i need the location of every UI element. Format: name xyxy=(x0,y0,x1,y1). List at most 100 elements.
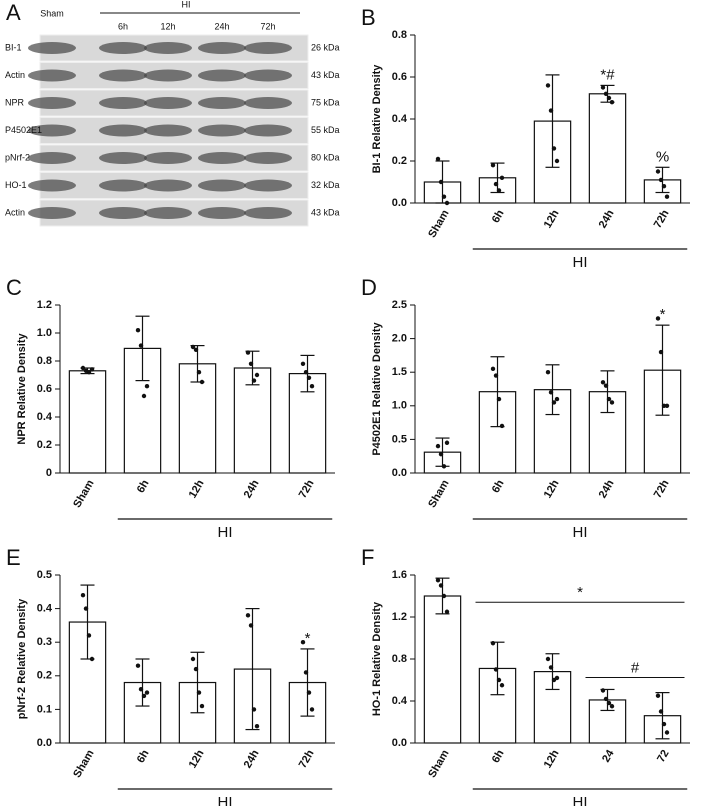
y-tick-label: 1.6 xyxy=(392,569,407,581)
x-tick-label: Sham xyxy=(71,748,96,780)
y-tick-label: 0.4 xyxy=(37,603,53,615)
data-point xyxy=(609,704,615,709)
blot-band xyxy=(244,179,292,192)
data-point xyxy=(193,347,199,352)
blot-band xyxy=(99,42,147,54)
data-point xyxy=(496,396,502,402)
data-point xyxy=(306,375,312,380)
data-point xyxy=(554,675,560,681)
data-point xyxy=(141,393,147,399)
y-tick-label: 1.2 xyxy=(37,299,52,311)
data-point xyxy=(138,687,144,692)
data-point xyxy=(438,451,444,457)
blot-band xyxy=(28,42,76,54)
blot-band xyxy=(244,124,292,137)
data-point xyxy=(606,700,612,706)
x-tick-label: Sham xyxy=(426,478,451,510)
blot-band xyxy=(99,124,147,137)
bar xyxy=(68,370,107,474)
protein-label: pNrf-2 xyxy=(5,152,30,162)
data-point xyxy=(444,200,450,206)
size-label: 32 kDa xyxy=(311,180,340,190)
y-tick-label: 0.5 xyxy=(37,569,52,581)
blot-band xyxy=(244,97,292,109)
data-point xyxy=(664,194,670,199)
data-point xyxy=(83,606,89,611)
annotation: * xyxy=(660,306,666,323)
data-point xyxy=(190,656,196,662)
x-tick-label: 6h xyxy=(490,748,507,765)
chart: B BI-1 Relative Density 0.0 0.2 0.4 0.6 0.8 Sha… xyxy=(361,5,690,271)
data-point xyxy=(609,400,615,405)
data-point xyxy=(300,640,306,645)
data-point xyxy=(490,163,496,168)
x-tick-label: 24h xyxy=(242,748,262,771)
data-point xyxy=(438,179,444,185)
x-tick-label: 6h xyxy=(135,478,152,495)
protein-label: Actin xyxy=(5,207,25,217)
data-point xyxy=(490,366,496,372)
lane-label: 72h xyxy=(260,21,275,31)
data-point xyxy=(441,194,447,199)
data-point xyxy=(600,380,606,385)
chart: D P4502E1 Relative Density 0.0 0.5 1.0 1.5 2.0… xyxy=(361,275,690,541)
y-tick-label: 0.3 xyxy=(37,636,52,648)
data-point xyxy=(545,656,551,662)
y-tick-label: 2.0 xyxy=(392,333,407,345)
data-point xyxy=(499,423,505,429)
y-tick-label: 0.8 xyxy=(37,355,52,367)
x-tick-label: 72h xyxy=(652,478,672,501)
blot-band xyxy=(144,124,192,137)
panel-letter: C xyxy=(6,275,22,300)
chart: F HO-1 Relative Density 0.0 0.4 0.8 1.2 1.6 Sha… xyxy=(361,545,690,806)
bar xyxy=(423,595,462,744)
panel-letter: D xyxy=(361,275,377,300)
data-point xyxy=(603,383,609,388)
blot-band xyxy=(28,124,76,137)
x-tick-label: 24h xyxy=(597,208,617,231)
annotation: % xyxy=(656,148,669,165)
protein-label: NPR xyxy=(5,97,25,107)
data-point xyxy=(444,440,450,445)
x-tick-label: 24h xyxy=(242,478,262,501)
data-point xyxy=(135,328,141,333)
data-point xyxy=(196,690,202,695)
y-tick-label: 0.0 xyxy=(392,467,407,479)
data-point xyxy=(658,349,664,355)
data-point xyxy=(548,108,554,113)
data-point xyxy=(435,578,441,583)
x-tick-label: Sham xyxy=(71,478,96,510)
blot-band xyxy=(198,179,246,192)
lane-label: 24h xyxy=(214,21,229,31)
y-tick-label: 0.0 xyxy=(37,737,52,749)
data-point xyxy=(493,181,499,187)
y-tick-label: 0.4 xyxy=(37,411,53,423)
data-point xyxy=(254,372,260,378)
panel-letter: F xyxy=(361,545,374,570)
y-axis-label: NPR Relative Density xyxy=(16,332,28,444)
panel-letter: A xyxy=(6,0,21,25)
data-point xyxy=(496,677,502,683)
x-tick-label: 12h xyxy=(542,478,562,501)
data-point xyxy=(606,95,612,101)
x-tick-label: 6h xyxy=(135,748,152,765)
blot-band xyxy=(244,42,292,54)
data-point xyxy=(80,365,86,371)
data-point xyxy=(499,175,505,180)
size-label: 55 kDa xyxy=(311,125,340,135)
y-tick-label: 1.5 xyxy=(392,366,407,378)
data-point xyxy=(548,390,554,395)
data-point xyxy=(306,690,312,695)
data-point xyxy=(545,370,551,375)
data-point xyxy=(245,613,251,618)
data-point xyxy=(89,656,95,662)
bracket-label: # xyxy=(631,659,640,676)
blot-band xyxy=(144,97,192,109)
data-point xyxy=(141,693,147,699)
x-tick-label: 72h xyxy=(297,748,317,771)
chart: C NPR Relative Density 0 0.2 0.4 0.6 0.8 1.0 1.2… xyxy=(6,275,335,541)
y-tick-label: 0.1 xyxy=(37,703,52,715)
y-axis-label: pNrf-2 Relative Density xyxy=(16,598,28,719)
data-point xyxy=(444,609,450,614)
